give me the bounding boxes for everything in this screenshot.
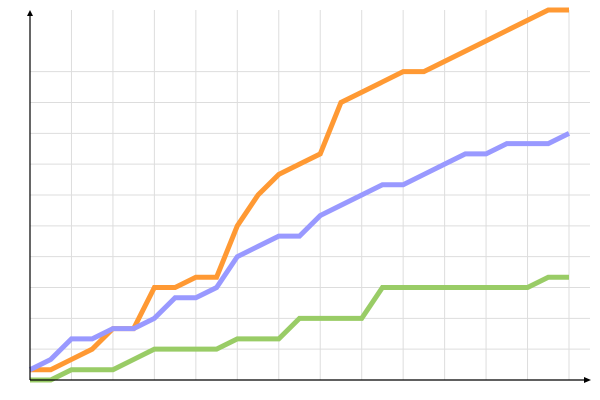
- series-line-1: [30, 7, 569, 373]
- series-line-3: [30, 274, 569, 383]
- series-lines: [28, 7, 571, 383]
- y-axis-arrow-icon: [27, 10, 33, 16]
- grid: [30, 10, 590, 380]
- x-axis-arrow-icon: [584, 377, 591, 383]
- axes: [27, 10, 591, 383]
- series-line-2: [28, 131, 571, 372]
